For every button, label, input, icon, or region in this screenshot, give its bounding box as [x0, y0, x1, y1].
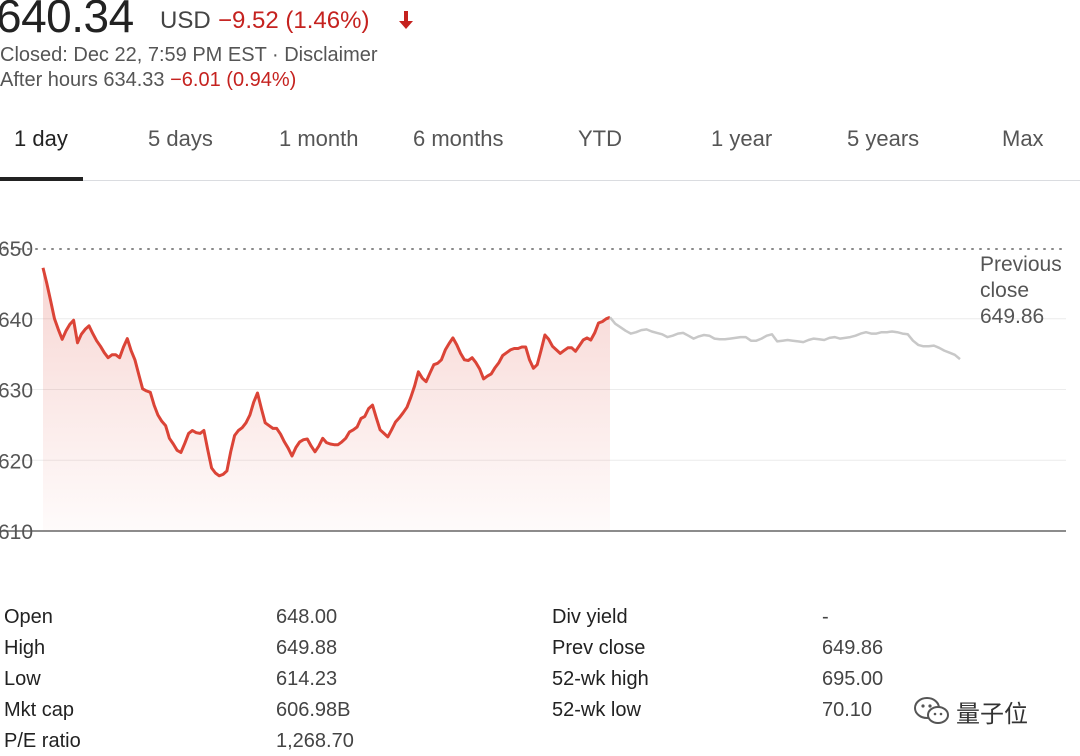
arrow-down-icon: [399, 11, 413, 29]
stat-value-div-yield: -: [822, 606, 829, 628]
tab-ytd[interactable]: YTD: [578, 126, 622, 151]
previous-close-label: Previous: [980, 253, 1062, 276]
price-change: −9.52 (1.46%): [218, 7, 370, 34]
stat-label-low: Low: [4, 668, 41, 690]
price-area-fill: [43, 267, 610, 531]
previous-close-label-line2: close: [980, 279, 1029, 302]
stat-label-prev-close: Prev close: [552, 637, 646, 659]
previous-close-value: 649.86: [980, 305, 1044, 328]
y-tick-label: 630: [0, 380, 33, 403]
stat-value-prev-close: 649.86: [822, 637, 884, 659]
stat-value-pe-ratio: 1,268.70: [276, 730, 354, 752]
currency-code: USD: [160, 7, 211, 34]
stat-value-low: 614.23: [276, 668, 338, 690]
tab-5-years[interactable]: 5 years: [847, 126, 920, 151]
y-tick-label: 620: [0, 450, 33, 473]
tab-1-day[interactable]: 1 day: [14, 126, 68, 151]
stat-value-52wk-high: 695.00: [822, 668, 884, 690]
tab-5-days[interactable]: 5 days: [148, 126, 213, 151]
after-hours: After hours 634.33 −6.01 (0.94%): [0, 68, 296, 92]
stat-label-open: Open: [4, 606, 53, 628]
stat-value-open: 648.00: [276, 606, 338, 628]
tab-1-year[interactable]: 1 year: [711, 126, 773, 151]
stat-label-high: High: [4, 637, 46, 659]
current-price: 640.34: [0, 0, 134, 42]
wechat-icon: [914, 697, 949, 724]
range-tabs: 1 day 5 days 1 month 6 months YTD 1 year…: [0, 108, 1080, 181]
stat-label-52wk-high: 52-wk high: [552, 668, 649, 690]
active-tab-indicator: [0, 177, 83, 181]
tab-max[interactable]: Max: [1002, 126, 1044, 151]
quote-header: 640.34 USD −9.52 (1.46%) Closed: Dec 22,…: [0, 0, 1080, 100]
price-line-regular: [41, 267, 611, 478]
stat-value-52wk-low: 70.10: [822, 699, 873, 721]
y-tick-label: 640: [0, 309, 33, 332]
stat-label-mkt-cap: Mkt cap: [4, 699, 75, 721]
y-tick-label: 650: [0, 238, 33, 261]
y-tick-label: 610: [0, 521, 33, 544]
stat-value-high: 649.88: [276, 637, 338, 659]
watermark: 量子位: [912, 692, 1062, 728]
stat-label-52wk-low: 52-wk low: [552, 699, 641, 721]
tab-6-months[interactable]: 6 months: [413, 126, 504, 151]
stat-value-mkt-cap: 606.98B: [276, 699, 351, 721]
market-status: Closed: Dec 22, 7:59 PM EST · Disclaimer: [0, 44, 378, 66]
stat-label-pe-ratio: P/E ratio: [4, 730, 81, 752]
stat-label-div-yield: Div yield: [552, 606, 628, 628]
price-line-after-hours: [609, 316, 961, 361]
watermark-text: 量子位: [956, 701, 1028, 728]
after-hours-label: After hours 634.33: [0, 69, 165, 91]
tab-1-month[interactable]: 1 month: [279, 126, 359, 151]
price-chart[interactable]: 650 640 630 620 610 Previous close 649.86: [0, 200, 1080, 560]
after-hours-change: −6.01 (0.94%): [170, 69, 297, 91]
